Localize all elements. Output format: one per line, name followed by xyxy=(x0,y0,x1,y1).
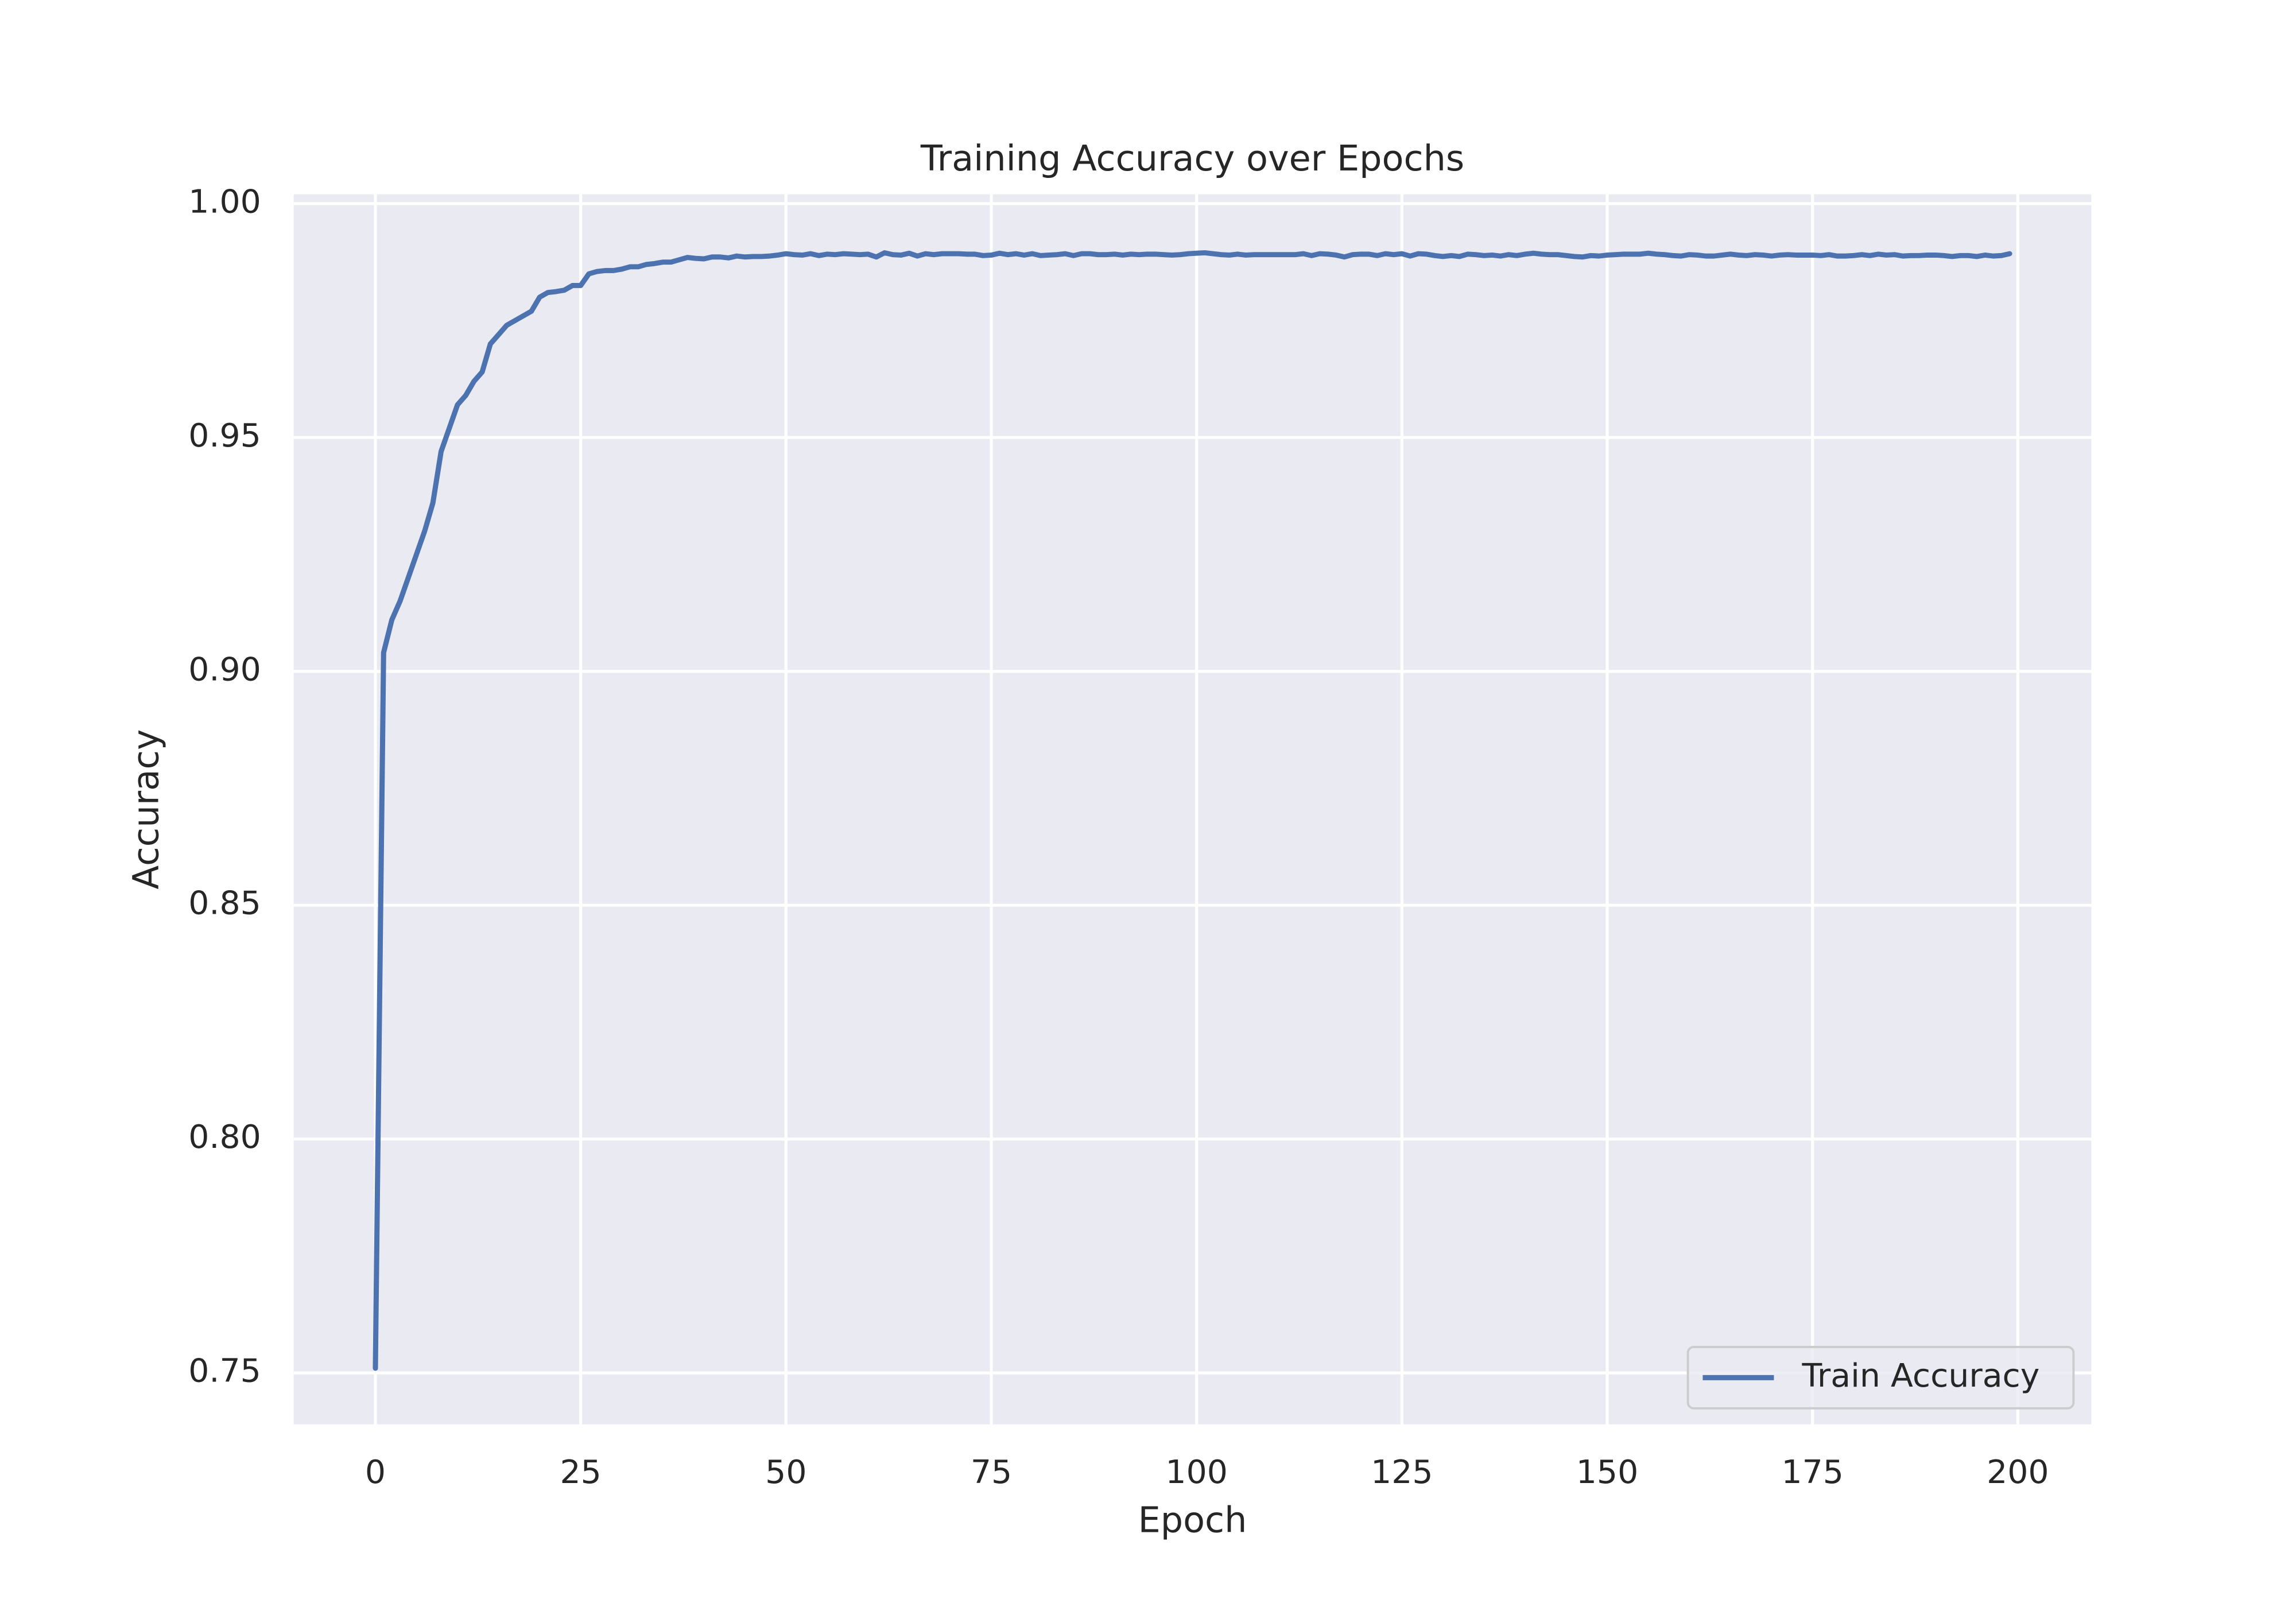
y-tick-label: 1.00 xyxy=(188,184,261,221)
x-tick-label: 0 xyxy=(365,1454,386,1491)
x-tick-label: 100 xyxy=(1165,1454,1227,1491)
y-tick-label: 0.80 xyxy=(188,1119,261,1156)
legend: Train Accuracy xyxy=(1686,1346,2075,1410)
plot-area xyxy=(293,194,2092,1424)
x-axis-label: Epoch xyxy=(1138,1500,1247,1540)
legend-box xyxy=(1686,1346,2075,1410)
x-tick-label: 125 xyxy=(1371,1454,1433,1491)
marks xyxy=(373,250,2012,1371)
x-tick-label: 75 xyxy=(971,1454,1012,1491)
x-tick-label: 50 xyxy=(765,1454,806,1491)
y-tick-label: 0.75 xyxy=(188,1353,261,1390)
y-tick-label: 0.90 xyxy=(188,651,261,689)
x-tick-label: 25 xyxy=(560,1454,601,1491)
chart-title: Training Accuracy over Epochs xyxy=(920,138,1464,178)
legend-label: Train Accuracy xyxy=(1802,1357,2040,1395)
grid xyxy=(293,194,2092,1424)
y-axis-label: Accuracy xyxy=(125,729,167,890)
x-tick-label: 175 xyxy=(1781,1454,1843,1491)
y-tick-label: 0.85 xyxy=(188,885,261,922)
x-tick-label: 200 xyxy=(1987,1454,2049,1491)
x-tick-label: 150 xyxy=(1576,1454,1638,1491)
line xyxy=(373,250,2012,1371)
y-tick-label: 0.95 xyxy=(188,417,261,455)
labels: Training Accuracy over Epochs Epoch Accu… xyxy=(125,138,2049,1540)
